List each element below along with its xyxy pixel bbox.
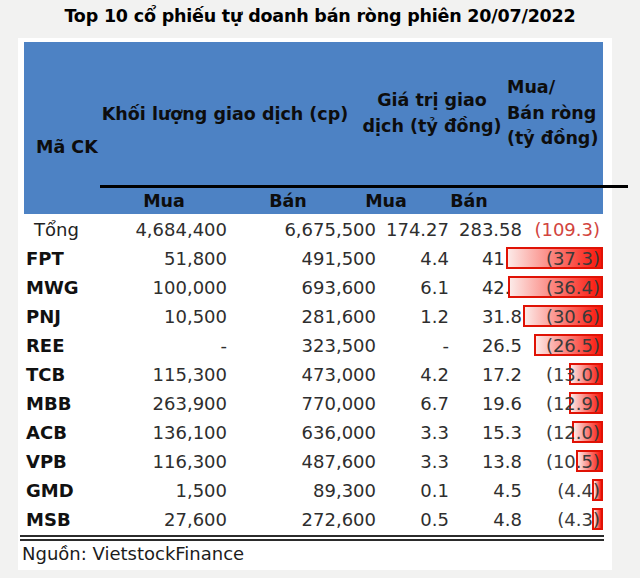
cell-net: (36.4) [497,273,603,302]
table-body: Tổng 4,684,400 6,675,500 174.27 283.58 (… [18,215,612,534]
cell-value-mua: 4.2 [382,360,449,389]
cell-value-mua: 6.7 [382,389,449,418]
cell-volume-mua: 136,100 [96,418,227,447]
cell-volume-ban: 770,000 [233,389,376,418]
cell-volume-mua: 115,300 [96,360,227,389]
cell-stock-code: VPB [24,447,96,476]
col-header-khoi-luong: Khối lượng giao dịch (cp) [100,42,350,185]
cell-volume-ban: 693,600 [233,273,376,302]
col-header-mua-ban-rong: Mua/ Bán ròng (tỷ đồng) [507,42,607,185]
cell-stock-code: MSB [24,505,96,534]
footer-source: Nguồn: VietstockFinance [22,543,244,564]
cell-volume-mua: 4,684,400 [96,215,227,244]
cell-net: (109.3) [497,215,603,244]
cell-net-text: (13.0) [546,360,600,389]
cell-net-text: (12.9) [546,389,600,418]
table-row: FPT 51,800 491,500 4.4 41.7 (37.3) [18,244,612,273]
cell-net: (37.3) [497,244,603,273]
cell-net: (12.9) [497,389,603,418]
page-title: Top 10 cổ phiếu tự doanh bán ròng phiên … [0,6,640,26]
subheader-ban-volume: Bán [248,188,328,214]
cell-net-text: (4.4) [557,476,600,505]
cell-volume-mua: 100,000 [96,273,227,302]
cell-value-mua: 6.1 [382,273,449,302]
cell-stock-code: MWG [24,273,96,302]
cell-net: (26.5) [497,331,603,360]
table-row: GMD 1,500 89,300 0.1 4.5 (4.4) [18,476,612,505]
table-row: MSB 27,600 272,600 0.5 4.8 (4.3) [18,505,612,534]
cell-value-mua: 1.2 [382,302,449,331]
cell-volume-ban: 281,600 [233,302,376,331]
cell-stock-code: GMD [24,476,96,505]
table-row: REE - 323,500 - 26.5 (26.5) [18,331,612,360]
cell-volume-mua: 116,300 [96,447,227,476]
table-row: MBB 263,900 770,000 6.7 19.6 (12.9) [18,389,612,418]
subheader-mua-volume: Mua [124,188,204,214]
cell-net: (12.0) [497,418,603,447]
bottom-double-line [20,535,604,541]
table-row: VPB 116,300 487,600 3.3 13.8 (10.5) [18,447,612,476]
cell-stock-code: Tổng [24,215,96,244]
cell-volume-ban: 491,500 [233,244,376,273]
cell-volume-ban: 323,500 [233,331,376,360]
cell-stock-code: MBB [24,389,96,418]
cell-volume-mua: 10,500 [96,302,227,331]
cell-value-mua: 4.4 [382,244,449,273]
cell-volume-mua: - [96,331,227,360]
cell-net-text: (37.3) [546,244,600,273]
subheader-ban-value: Bán [429,188,509,214]
cell-net-text: (12.0) [546,418,600,447]
cell-volume-mua: 1,500 [96,476,227,505]
cell-value-mua: 0.1 [382,476,449,505]
cell-net-text: (109.3) [534,215,600,244]
cell-volume-mua: 51,800 [96,244,227,273]
cell-value-mua: 3.3 [382,418,449,447]
table-row: MWG 100,000 693,600 6.1 42.5 (36.4) [18,273,612,302]
cell-net: (4.4) [497,476,603,505]
cell-net: (10.5) [497,447,603,476]
cell-volume-ban: 6,675,500 [233,215,376,244]
cell-value-mua: - [382,331,449,360]
table-row: Tổng 4,684,400 6,675,500 174.27 283.58 (… [18,215,612,244]
cell-net: (30.6) [497,302,603,331]
cell-net-text: (26.5) [546,331,600,360]
cell-volume-mua: 263,900 [96,389,227,418]
cell-stock-code: FPT [24,244,96,273]
cell-stock-code: ACB [24,418,96,447]
cell-value-mua: 0.5 [382,505,449,534]
cell-volume-ban: 636,000 [233,418,376,447]
cell-volume-mua: 27,600 [96,505,227,534]
col-header-gia-tri: Giá trị giao dịch (tỷ đồng) [360,42,504,185]
cell-net-text: (10.5) [546,447,600,476]
cell-net-text: (4.3) [557,505,600,534]
subheader-mua-value: Mua [346,188,426,214]
table-panel: Mã CK Khối lượng giao dịch (cp) Giá trị … [18,38,612,570]
cell-net: (13.0) [497,360,603,389]
table-row: PNJ 10,500 281,600 1.2 31.8 (30.6) [18,302,612,331]
table-row: ACB 136,100 636,000 3.3 15.3 (12.0) [18,418,612,447]
cell-stock-code: TCB [24,360,96,389]
cell-value-mua: 174.27 [382,215,449,244]
cell-stock-code: REE [24,331,96,360]
cell-net-text: (36.4) [546,273,600,302]
cell-volume-ban: 487,600 [233,447,376,476]
table-row: TCB 115,300 473,000 4.2 17.2 (13.0) [18,360,612,389]
cell-value-mua: 3.3 [382,447,449,476]
cell-volume-ban: 272,600 [233,505,376,534]
cell-volume-ban: 89,300 [233,476,376,505]
cell-net: (4.3) [497,505,603,534]
cell-net-text: (30.6) [546,302,600,331]
cell-stock-code: PNJ [24,302,96,331]
cell-volume-ban: 473,000 [233,360,376,389]
